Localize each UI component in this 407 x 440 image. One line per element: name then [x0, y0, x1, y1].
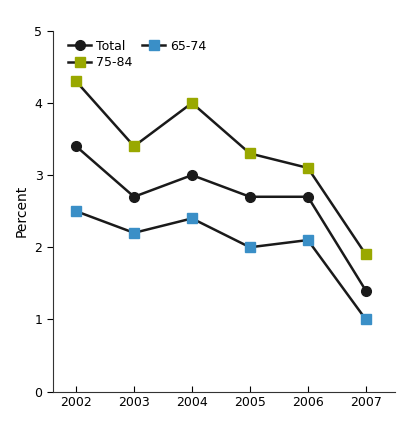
75-84: [247, 151, 252, 156]
65-74: [190, 216, 195, 221]
75-84: [190, 100, 195, 106]
65-74: [305, 238, 310, 243]
Total: [363, 288, 368, 293]
Total: [190, 172, 195, 178]
Legend: Total, 75-84, 65-74: Total, 75-84, 65-74: [66, 37, 209, 72]
65-74: [74, 209, 79, 214]
Y-axis label: Percent: Percent: [15, 185, 29, 237]
Line: 65-74: 65-74: [71, 206, 371, 324]
Line: 75-84: 75-84: [71, 77, 371, 259]
Total: [305, 194, 310, 199]
65-74: [363, 317, 368, 322]
Total: [74, 143, 79, 149]
Total: [131, 194, 136, 199]
Total: [247, 194, 252, 199]
75-84: [74, 79, 79, 84]
75-84: [363, 252, 368, 257]
75-84: [305, 165, 310, 171]
Line: Total: Total: [71, 141, 371, 295]
65-74: [131, 230, 136, 235]
75-84: [131, 143, 136, 149]
65-74: [247, 245, 252, 250]
